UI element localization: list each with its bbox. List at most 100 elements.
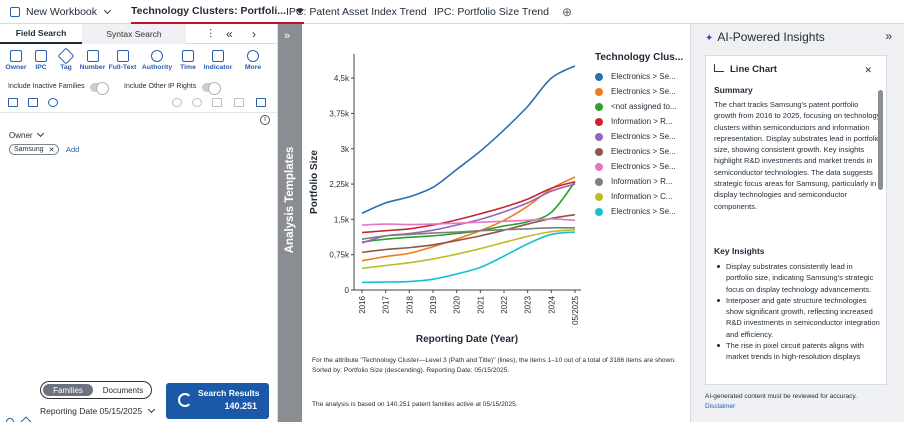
double-chevron-left-icon[interactable]: « [226, 27, 233, 41]
double-chevron-right-icon[interactable]: » [284, 30, 291, 42]
new-workbook-tab[interactable]: New Workbook [10, 0, 112, 24]
filter-settings-icon[interactable]: ⫶ [209, 27, 213, 41]
include-inactive-label: Include Inactive Families [8, 83, 85, 90]
legend-item[interactable]: Electronics > Se... [595, 207, 676, 216]
chart-area: 2016 2017 2018 2019 2020 2021 2022 2023 2024 05/2… [302, 24, 690, 422]
more-tool-button[interactable]: More [236, 50, 270, 71]
folder-open-icon[interactable] [8, 98, 18, 107]
line-chart: 2016 2017 2018 2019 2020 2021 2022 2023 2024 05/2… [309, 54, 581, 345]
search-results-label: Search Results [198, 388, 260, 398]
tool-label: Authority [141, 64, 173, 71]
tab-field-search[interactable]: Field Search [0, 24, 82, 44]
legend-item[interactable]: Electronics > Se... [595, 162, 676, 171]
chevron-down-icon [103, 6, 112, 14]
redo-icon[interactable] [192, 98, 202, 107]
analysis-templates-label: Analysis Templates [284, 146, 296, 254]
number-tool-button[interactable]: Number [79, 50, 106, 71]
include-inactive-toggle[interactable] [90, 82, 109, 95]
search-panel: Field Search Syntax Search ⫶ « › Owner I… [0, 24, 278, 422]
double-chevron-right-icon[interactable]: » [885, 29, 892, 43]
series-line[interactable] [361, 228, 576, 270]
tag-tool-button[interactable]: Tag [54, 47, 78, 71]
tab-bar: New Workbook Technology Clusters: Portfo… [0, 0, 904, 24]
legend-item[interactable]: Electronics > Se... [595, 87, 676, 96]
number-icon [86, 50, 99, 62]
paste-icon[interactable] [234, 98, 244, 107]
legend-item[interactable]: Information > R... [595, 117, 673, 126]
tab-label: IPC: Portfolio Size Trend [434, 6, 549, 18]
authority-tool-button[interactable]: Authority [139, 50, 175, 71]
insight-card: Line Chart ✕ Summary The chart tracks Sa… [705, 55, 887, 385]
ai-insights-title: ✦ AI-Powered Insights [705, 30, 825, 44]
legend-label: Information > R... [611, 117, 673, 126]
scrollbar[interactable] [878, 90, 883, 190]
copy-icon[interactable] [212, 98, 222, 107]
tab-syntax-search[interactable]: Syntax Search [82, 24, 186, 44]
chevron-down-icon [148, 405, 156, 414]
families-option[interactable]: Families [43, 384, 93, 396]
owner-chip[interactable]: Samsung ✕ [9, 144, 60, 155]
reporting-date-value: 05/15/2025 [99, 406, 143, 416]
key-insights-list: Display substrates consistently lead in … [714, 261, 880, 363]
ai-insights-title-text: AI-Powered Insights [717, 30, 825, 44]
legend-item[interactable]: Electronics > Se... [595, 132, 676, 141]
reporting-date-select[interactable]: Reporting Date 05/15/2025 [40, 405, 156, 416]
legend-label: Electronics > Se... [611, 72, 676, 81]
legend-item[interactable]: Electronics > Se... [595, 147, 676, 156]
series-line[interactable] [361, 226, 576, 240]
chevron-right-icon[interactable]: › [252, 27, 256, 41]
tab-ipc-patent-asset-index[interactable]: IPC: Patent Asset Index Trend [286, 0, 427, 24]
summary-heading: Summary [714, 85, 753, 95]
y-tick-label: 0,75k [329, 251, 350, 260]
legend-item[interactable]: Information > R... [595, 177, 673, 186]
disclaimer-link[interactable]: Disclaimer [705, 403, 736, 410]
legend-item[interactable]: Electronics > Se... [595, 72, 676, 81]
workbook-icon [10, 7, 20, 17]
series-line[interactable] [361, 65, 576, 214]
caret-down-icon[interactable] [295, 8, 304, 14]
undo-icon[interactable] [172, 98, 182, 107]
ipc-tool-button[interactable]: IPC [29, 50, 53, 71]
tool-label: Full-Text [108, 64, 137, 71]
add-owner-link[interactable]: Add [66, 145, 80, 154]
analysis-templates-strip[interactable]: » Analysis Templates [278, 24, 302, 422]
legend-swatch [595, 87, 603, 96]
tab-technology-clusters[interactable]: Technology Clusters: Portfoli... [131, 0, 304, 24]
search-results-button[interactable]: Search Results 140.251 [166, 383, 269, 419]
tag-icon[interactable] [20, 416, 32, 422]
info-icon[interactable]: i [260, 115, 270, 125]
legend-label: Electronics > Se... [611, 162, 676, 171]
series-line[interactable] [361, 231, 576, 284]
legend-swatch [595, 117, 603, 126]
series-line[interactable] [361, 213, 576, 254]
full-text-tool-button[interactable]: Full-Text [107, 50, 138, 71]
close-icon[interactable]: ✕ [48, 146, 55, 154]
indicator-tool-button[interactable]: Indicator [201, 50, 235, 71]
series-line[interactable] [361, 180, 576, 234]
owner-filter-label[interactable]: Owner [9, 129, 44, 140]
close-icon[interactable]: ✕ [864, 65, 872, 75]
add-tab-icon[interactable]: ⊕ [562, 5, 573, 19]
tool-label: Tag [60, 64, 72, 71]
x-tick-label: 2016 [358, 295, 367, 313]
trash-icon[interactable] [256, 98, 266, 107]
owner-tool-button[interactable]: Owner [4, 50, 28, 71]
tab-ipc-portfolio-size[interactable]: IPC: Portfolio Size Trend [434, 0, 549, 24]
bell-icon[interactable] [6, 418, 14, 422]
include-other-toggle[interactable] [202, 82, 221, 95]
series-line[interactable] [361, 183, 576, 244]
save-icon[interactable] [28, 98, 38, 107]
x-tick-label: 2023 [524, 295, 533, 313]
legend-label: Information > R... [611, 177, 673, 186]
documents-option[interactable]: Documents [102, 385, 144, 395]
globe-icon [151, 50, 163, 62]
legend-item[interactable]: <not assigned to... [595, 102, 677, 111]
time-tool-button[interactable]: Time [176, 50, 200, 71]
x-tick-label: 2019 [429, 295, 438, 313]
zoom-search-icon[interactable] [48, 98, 58, 107]
owner-icon [10, 50, 22, 62]
legend-item[interactable]: Information > C... [595, 192, 673, 201]
plus-circle-icon [247, 50, 259, 62]
legend-swatch [595, 102, 603, 111]
series-line[interactable] [361, 218, 576, 226]
